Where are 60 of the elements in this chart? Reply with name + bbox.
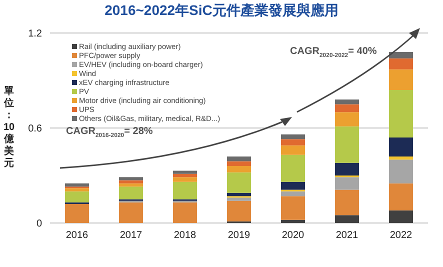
- bar: [173, 177, 197, 182]
- bar: [389, 58, 413, 70]
- bar: [335, 112, 359, 126]
- bar: [281, 220, 305, 223]
- bar: [281, 134, 305, 140]
- bar: [227, 192, 251, 196]
- bar: [389, 138, 413, 156]
- bar: [389, 156, 413, 160]
- bar: [281, 196, 305, 220]
- bar: [335, 104, 359, 112]
- bar: [335, 100, 359, 104]
- bar: [335, 177, 359, 190]
- bar: [227, 156, 251, 162]
- bar: [335, 126, 359, 163]
- bar: [173, 174, 197, 178]
- y-axis-title: 單位：10億美元: [2, 86, 16, 170]
- bar: [281, 145, 305, 155]
- bar: [227, 161, 251, 166]
- bar: [173, 182, 197, 200]
- bar: [389, 160, 413, 184]
- x-tick-label: 2019: [228, 230, 251, 242]
- bar: [281, 182, 305, 190]
- bar: [335, 162, 359, 176]
- x-tick-label: 2018: [174, 230, 197, 242]
- x-tick-label: 2022: [390, 230, 413, 242]
- bar: [281, 139, 305, 146]
- bar: [173, 170, 197, 174]
- y-tick-label: 1.2: [28, 28, 42, 40]
- bar: [389, 183, 413, 210]
- bar: [389, 210, 413, 223]
- bar: [335, 190, 359, 216]
- y-tick-label: 0.6: [28, 124, 42, 135]
- bar: [227, 172, 251, 193]
- bar: [227, 166, 251, 172]
- bar: [389, 69, 413, 90]
- bar: [173, 202, 197, 223]
- bar: [65, 183, 89, 187]
- annotation: CAGR$_{2020-2022}$= 40%: [290, 46, 377, 61]
- bar: [281, 154, 305, 182]
- bar: [119, 183, 143, 187]
- x-tick-label: 2016: [66, 230, 89, 242]
- bar: [389, 52, 413, 58]
- bar: [65, 191, 89, 202]
- bar: [389, 90, 413, 138]
- bar: [65, 204, 89, 223]
- x-tick-label: 2017: [120, 230, 143, 242]
- bar: [281, 191, 305, 196]
- bar: [119, 180, 143, 184]
- bar: [119, 186, 143, 200]
- bar: [335, 215, 359, 223]
- chart-title: 2016~2022年SiC元件產業發展與應用: [104, 2, 340, 20]
- y-tick-label: 0: [36, 218, 42, 230]
- bar: [119, 202, 143, 223]
- annotation: CAGR$_{2016-2020}$= 28%: [66, 126, 153, 141]
- x-tick-label: 2021: [336, 230, 359, 242]
- bar: [227, 200, 251, 222]
- x-tick-label: 2020: [282, 230, 305, 242]
- bar: [65, 188, 89, 192]
- bar: [227, 198, 251, 201]
- bar: [119, 177, 143, 180]
